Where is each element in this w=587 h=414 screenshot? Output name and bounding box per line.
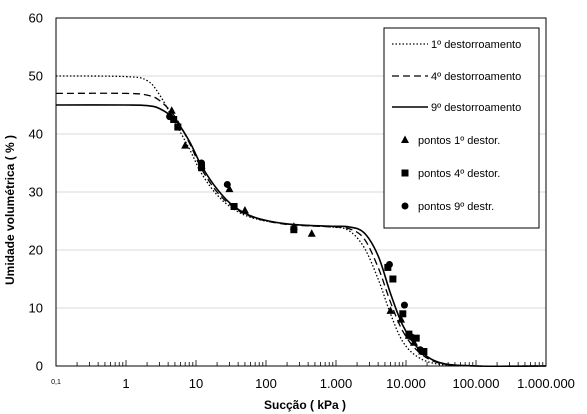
x-axis-ticks bbox=[55, 360, 547, 366]
legend-label: 9º destorroamento bbox=[431, 102, 521, 114]
legend-swatch-circle bbox=[401, 202, 409, 210]
y-tick-label: 50 bbox=[29, 69, 43, 84]
data-point-triangle bbox=[167, 106, 176, 114]
data-point-square bbox=[389, 275, 397, 283]
data-point-square bbox=[399, 310, 407, 318]
data-point-triangle bbox=[409, 338, 418, 346]
y-axis-title: Umidade volumétrica ( % ) bbox=[3, 135, 17, 285]
legend-items: 1º destorroamento 4º destorroamento 9º des… bbox=[392, 39, 521, 213]
x-tick-label: 0,1 bbox=[51, 379, 61, 386]
data-point-circle bbox=[166, 113, 174, 121]
legend-label: pontos 1º destor. bbox=[418, 135, 500, 147]
y-tick-label: 40 bbox=[29, 127, 43, 142]
data-point-square bbox=[198, 164, 206, 172]
x-tick-label: 10.000 bbox=[386, 376, 426, 391]
plot-area-frame bbox=[55, 17, 547, 367]
data-point-circle bbox=[416, 346, 424, 354]
legend-swatch-triangle bbox=[401, 135, 409, 143]
data-point-circle bbox=[385, 261, 393, 268]
legend-swatch-square bbox=[401, 169, 409, 177]
data-point-circle bbox=[223, 180, 231, 188]
data-point-square bbox=[290, 226, 298, 234]
data-point-square bbox=[405, 330, 413, 338]
x-tick-label: 100.000 bbox=[453, 376, 500, 391]
y-tick-label: 0 bbox=[36, 359, 43, 374]
legend-label: pontos 9º destr. bbox=[418, 201, 494, 213]
data-point-circle bbox=[400, 301, 408, 309]
data-point-circle bbox=[408, 333, 416, 341]
x-axis-title: Sucção ( kPa ) bbox=[264, 398, 346, 412]
x-tick-label: 1.000 bbox=[320, 376, 353, 391]
y-axis-tick-labels: 0 10 20 30 40 50 60 bbox=[29, 11, 43, 374]
x-tick-label: 10 bbox=[189, 376, 203, 391]
x-tick-label: 1.000.000 bbox=[517, 376, 575, 391]
data-point-triangle bbox=[181, 141, 190, 149]
data-point-triangle bbox=[225, 184, 234, 193]
x-tick-label: 100 bbox=[255, 376, 277, 391]
x-tick-label: 1 bbox=[122, 376, 129, 391]
y-tick-label: 30 bbox=[29, 185, 43, 200]
data-point-triangle bbox=[386, 306, 395, 314]
y-tick-label: 20 bbox=[29, 243, 43, 258]
data-point-square bbox=[420, 348, 428, 355]
legend-label: pontos 4º destor. bbox=[418, 168, 500, 180]
y-tick-label: 10 bbox=[29, 301, 43, 316]
legend-label: 4º destorroamento bbox=[431, 71, 521, 83]
legend-box bbox=[383, 27, 540, 229]
data-point-circle bbox=[198, 159, 206, 167]
data-points bbox=[166, 106, 428, 355]
data-point-square bbox=[170, 116, 178, 123]
data-point-triangle bbox=[240, 206, 249, 214]
x-axis-tick-labels: 0,1 1 10 100 1.000 10.000 100.000 1.000.000 bbox=[51, 376, 575, 391]
curve-dotted bbox=[55, 75, 547, 367]
y-tick-label: 60 bbox=[29, 11, 43, 26]
legend: 1º destorroamento 4º destorroamento 9º des… bbox=[383, 27, 540, 229]
data-point-square bbox=[230, 203, 238, 210]
data-point-triangle bbox=[397, 315, 406, 323]
legend-label: 1º destorroamento bbox=[431, 39, 521, 51]
data-point-triangle bbox=[307, 229, 316, 237]
data-point-square bbox=[174, 123, 182, 131]
data-point-square bbox=[412, 334, 420, 342]
